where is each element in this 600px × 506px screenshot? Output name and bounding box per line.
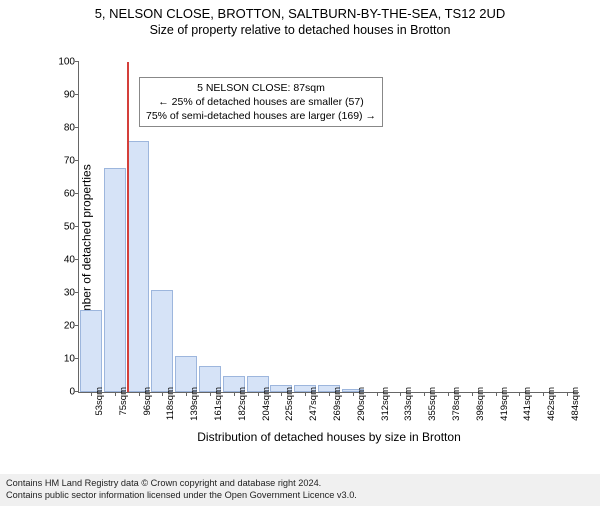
y-tick-label: 90 [49,90,75,101]
x-tick-label: 333sqm [403,387,414,421]
x-tick-mark [162,392,163,396]
histogram-bar [104,168,126,392]
x-tick-mark [234,392,235,396]
x-tick-mark [519,392,520,396]
plot-area: Distribution of detached houses by size … [78,62,579,393]
x-tick-label: 398sqm [475,387,486,421]
histogram-bar [128,141,150,392]
histogram-bar [80,310,102,393]
x-axis-label: Distribution of detached houses by size … [197,430,460,444]
x-tick-label: 269sqm [332,387,343,421]
x-tick-label: 182sqm [237,387,248,421]
x-tick-mark [496,392,497,396]
histogram-bar [151,290,173,392]
x-tick-mark [329,392,330,396]
x-tick-mark [543,392,544,396]
x-tick-label: 225sqm [284,387,295,421]
x-tick-mark [424,392,425,396]
y-tick-label: 20 [49,321,75,332]
x-tick-mark [305,392,306,396]
annotation-line: ← 25% of detached houses are smaller (57… [146,95,376,109]
chart-subtitle: Size of property relative to detached ho… [0,23,600,37]
x-tick-mark [400,392,401,396]
y-tick-mark [75,226,79,227]
y-tick-mark [75,325,79,326]
x-tick-mark [472,392,473,396]
x-tick-label: 441sqm [522,387,533,421]
y-tick-mark [75,160,79,161]
x-tick-label: 161sqm [213,387,224,421]
annotation-box: 5 NELSON CLOSE: 87sqm← 25% of detached h… [139,77,383,128]
annotation-line: 75% of semi-detached houses are larger (… [146,109,376,123]
x-tick-label: 484sqm [570,387,581,421]
y-tick-label: 10 [49,354,75,365]
x-tick-mark [567,392,568,396]
x-tick-label: 247sqm [308,387,319,421]
y-tick-mark [75,94,79,95]
footer-line-1: Contains HM Land Registry data © Crown c… [6,478,594,490]
footer-line-2: Contains public sector information licen… [6,490,594,502]
x-tick-mark [448,392,449,396]
x-tick-label: 419sqm [499,387,510,421]
y-tick-label: 0 [49,387,75,398]
x-tick-mark [353,392,354,396]
y-tick-mark [75,391,79,392]
x-tick-mark [91,392,92,396]
y-tick-mark [75,358,79,359]
footer-attribution: Contains HM Land Registry data © Crown c… [0,474,600,506]
x-tick-mark [258,392,259,396]
x-tick-mark [281,392,282,396]
property-marker-line [127,62,129,392]
x-tick-mark [115,392,116,396]
y-tick-mark [75,292,79,293]
x-tick-mark [377,392,378,396]
chart-title: 5, NELSON CLOSE, BROTTON, SALTBURN-BY-TH… [0,6,600,21]
y-tick-mark [75,61,79,62]
x-tick-label: 139sqm [189,387,200,421]
y-tick-mark [75,259,79,260]
x-tick-mark [186,392,187,396]
y-tick-label: 40 [49,255,75,266]
x-tick-label: 290sqm [356,387,367,421]
y-tick-label: 50 [49,222,75,233]
x-tick-label: 378sqm [451,387,462,421]
y-tick-label: 80 [49,123,75,134]
x-tick-label: 312sqm [380,387,391,421]
x-tick-label: 204sqm [261,387,272,421]
x-tick-mark [139,392,140,396]
y-tick-mark [75,127,79,128]
x-tick-label: 462sqm [546,387,557,421]
annotation-line: 5 NELSON CLOSE: 87sqm [146,81,376,95]
y-tick-label: 60 [49,189,75,200]
x-tick-mark [210,392,211,396]
y-tick-label: 70 [49,156,75,167]
y-tick-label: 100 [49,57,75,68]
chart-container: Number of detached properties Distributi… [50,52,590,442]
x-tick-label: 355sqm [427,387,438,421]
y-tick-mark [75,193,79,194]
y-tick-label: 30 [49,288,75,299]
